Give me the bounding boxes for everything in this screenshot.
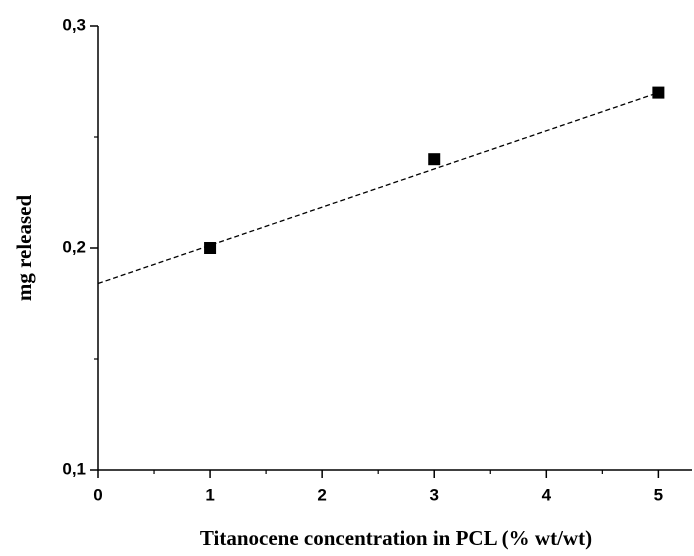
- data-point: [652, 86, 665, 99]
- y-tick-label: 0,2: [62, 237, 86, 256]
- data-point: [428, 153, 441, 166]
- fit-line: [97, 91, 659, 285]
- x-tick-label: 0: [93, 485, 102, 504]
- x-tick-label: 3: [429, 485, 438, 504]
- x-tick-label: 1: [205, 485, 214, 504]
- x-tick-label: 2: [317, 485, 326, 504]
- y-tick-label: 0,1: [62, 459, 86, 478]
- y-tick-label: 0,3: [62, 15, 86, 34]
- x-tick-label: 5: [654, 485, 663, 504]
- y-axis-label: mg released: [12, 195, 36, 302]
- x-axis-label: Titanocene concentration in PCL (% wt/wt…: [200, 526, 592, 550]
- data-point: [204, 242, 217, 254]
- x-tick-label: 4: [542, 485, 552, 504]
